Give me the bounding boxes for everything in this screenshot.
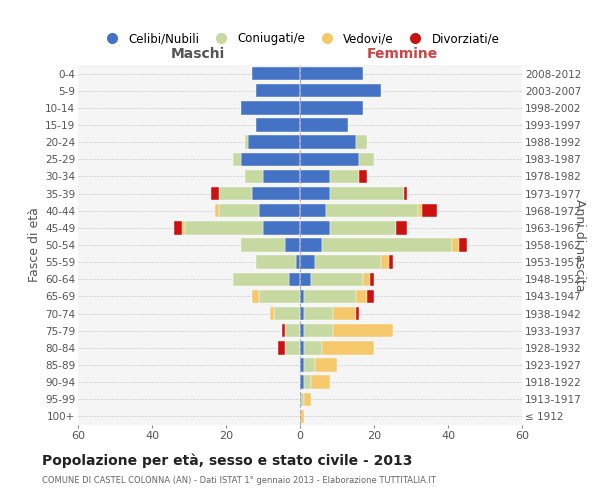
Bar bbox=[185, 221, 263, 234]
Bar bbox=[382, 256, 389, 269]
Bar bbox=[326, 204, 418, 218]
Bar bbox=[367, 290, 374, 303]
Bar bbox=[389, 256, 392, 269]
Bar bbox=[452, 238, 459, 252]
Bar bbox=[300, 67, 363, 80]
Y-axis label: Fasce di età: Fasce di età bbox=[28, 208, 41, 282]
Bar bbox=[285, 324, 300, 338]
Bar bbox=[256, 118, 300, 132]
Bar bbox=[300, 376, 304, 389]
Bar bbox=[248, 136, 300, 149]
Bar bbox=[329, 170, 359, 183]
Bar bbox=[304, 392, 311, 406]
Bar bbox=[300, 392, 304, 406]
Bar bbox=[304, 376, 311, 389]
Bar bbox=[311, 376, 329, 389]
Bar bbox=[252, 187, 300, 200]
Bar bbox=[315, 358, 337, 372]
Bar bbox=[241, 152, 300, 166]
Bar bbox=[278, 341, 285, 354]
Bar bbox=[311, 272, 363, 286]
Bar bbox=[359, 152, 374, 166]
Bar bbox=[315, 256, 382, 269]
Bar bbox=[370, 272, 374, 286]
Bar bbox=[304, 341, 322, 354]
Bar bbox=[300, 118, 348, 132]
Bar bbox=[245, 170, 263, 183]
Bar bbox=[256, 256, 296, 269]
Bar bbox=[300, 221, 329, 234]
Bar bbox=[300, 410, 304, 423]
Bar bbox=[215, 204, 218, 218]
Bar bbox=[300, 358, 304, 372]
Bar bbox=[274, 307, 300, 320]
Bar bbox=[304, 324, 334, 338]
Bar bbox=[418, 204, 422, 218]
Bar bbox=[300, 256, 315, 269]
Legend: Celibi/Nubili, Coniugati/e, Vedovi/e, Divorziati/e: Celibi/Nubili, Coniugati/e, Vedovi/e, Di… bbox=[96, 28, 504, 50]
Bar bbox=[329, 187, 404, 200]
Bar bbox=[182, 221, 185, 234]
Bar bbox=[300, 272, 311, 286]
Bar bbox=[263, 170, 300, 183]
Bar bbox=[300, 204, 326, 218]
Bar bbox=[241, 238, 285, 252]
Bar bbox=[300, 290, 304, 303]
Bar bbox=[285, 341, 300, 354]
Bar bbox=[233, 272, 289, 286]
Bar bbox=[233, 152, 241, 166]
Text: Maschi: Maschi bbox=[171, 48, 225, 62]
Bar bbox=[329, 221, 396, 234]
Bar bbox=[304, 290, 355, 303]
Bar bbox=[304, 307, 334, 320]
Bar bbox=[459, 238, 467, 252]
Bar bbox=[211, 187, 218, 200]
Bar bbox=[363, 272, 370, 286]
Bar bbox=[218, 204, 259, 218]
Bar bbox=[304, 358, 315, 372]
Bar bbox=[263, 221, 300, 234]
Bar bbox=[245, 136, 248, 149]
Bar bbox=[404, 187, 407, 200]
Bar bbox=[300, 136, 355, 149]
Bar bbox=[359, 170, 367, 183]
Bar bbox=[296, 256, 300, 269]
Bar bbox=[218, 187, 252, 200]
Text: Femmine: Femmine bbox=[367, 48, 438, 62]
Bar bbox=[256, 84, 300, 98]
Bar bbox=[322, 341, 374, 354]
Bar bbox=[300, 187, 329, 200]
Bar bbox=[396, 221, 407, 234]
Bar bbox=[285, 238, 300, 252]
Bar bbox=[252, 290, 259, 303]
Y-axis label: Anni di nascita: Anni di nascita bbox=[572, 198, 586, 291]
Bar bbox=[300, 170, 329, 183]
Bar bbox=[300, 341, 304, 354]
Bar bbox=[271, 307, 274, 320]
Text: COMUNE DI CASTEL COLONNA (AN) - Dati ISTAT 1° gennaio 2013 - Elaborazione TUTTIT: COMUNE DI CASTEL COLONNA (AN) - Dati IST… bbox=[42, 476, 436, 485]
Bar bbox=[300, 152, 359, 166]
Bar bbox=[322, 238, 452, 252]
Bar bbox=[355, 307, 359, 320]
Bar bbox=[300, 307, 304, 320]
Bar bbox=[355, 290, 367, 303]
Bar bbox=[281, 324, 285, 338]
Bar bbox=[174, 221, 182, 234]
Bar bbox=[334, 307, 355, 320]
Bar bbox=[289, 272, 300, 286]
Text: Popolazione per età, sesso e stato civile - 2013: Popolazione per età, sesso e stato civil… bbox=[42, 454, 412, 468]
Bar bbox=[259, 204, 300, 218]
Bar bbox=[252, 67, 300, 80]
Bar bbox=[241, 101, 300, 114]
Bar bbox=[300, 324, 304, 338]
Bar bbox=[259, 290, 300, 303]
Bar bbox=[300, 101, 363, 114]
Bar bbox=[422, 204, 437, 218]
Bar bbox=[355, 136, 367, 149]
Bar bbox=[334, 324, 392, 338]
Bar bbox=[300, 238, 322, 252]
Bar bbox=[300, 84, 382, 98]
